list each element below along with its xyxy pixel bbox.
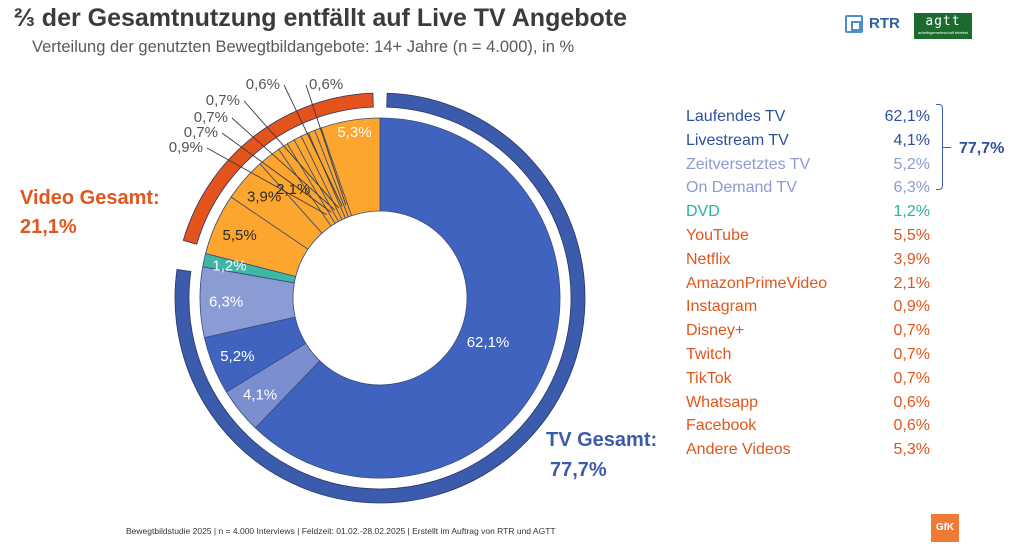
leader-line-disney xyxy=(221,132,332,213)
legend-item-amazonprimevideo: AmazonPrimeVideo 2,1% xyxy=(686,275,930,297)
video-total-value: 21,1% xyxy=(20,216,77,238)
legend-name: AmazonPrimeVideo xyxy=(686,274,828,292)
label-andere-videos: 5,3% xyxy=(337,124,371,141)
leader-line-whatsapp xyxy=(283,84,343,207)
agtt-logo-tagline: arbeitsgemeinschaft teletest xyxy=(918,30,968,35)
label-disney: 0,7% xyxy=(184,124,218,141)
slice-laufendes-tv xyxy=(254,117,561,479)
legend-value: 0,6% xyxy=(893,393,930,411)
legend-value: 0,9% xyxy=(893,298,930,316)
tv-bracket xyxy=(936,104,943,190)
label-twitch: 0,7% xyxy=(194,109,228,126)
tv-bracket-tick xyxy=(943,147,951,148)
rtr-logo-icon xyxy=(845,15,863,33)
leader-line-facebook xyxy=(305,84,347,206)
group-ring-tv-gesamt xyxy=(174,92,586,504)
slice-andere-videos xyxy=(320,117,381,217)
leader-line-tiktok xyxy=(243,100,339,209)
leader-line-instagram xyxy=(206,147,327,216)
legend-value: 0,7% xyxy=(893,369,930,387)
label-instagram: 0,9% xyxy=(169,139,203,156)
label-amazonprimevideo: 2,1% xyxy=(276,181,310,198)
legend-name: Laufendes TV xyxy=(686,108,786,125)
legend-value: 1,2% xyxy=(893,203,930,221)
chart-title: ⅔ der Gesamtnutzung entfällt auf Live TV… xyxy=(14,4,628,32)
legend-value: 2,1% xyxy=(893,274,930,292)
legend-name: Twitch xyxy=(686,346,732,363)
legend-name: Facebook xyxy=(686,417,757,435)
tv-bracket-total: 77,7% xyxy=(959,140,1005,157)
legend-name: Instagram xyxy=(686,298,758,316)
legend-item-andere-videos: Andere Videos 5,3% xyxy=(686,441,930,463)
legend-item-whatsapp: Whatsapp 0,6% xyxy=(686,394,930,416)
legend-item-twitch: Twitch 0,7% xyxy=(686,346,930,368)
data-labels: 62,1% 4,1% 5,2% 6,3% 1,2% 5,5% 3,9%2,1% 5,3% 0,9… xyxy=(169,76,509,404)
legend-value: 0,7% xyxy=(893,322,930,340)
legend-value: 5,5% xyxy=(893,227,930,244)
legend-item-tiktok: TikTok 0,7% xyxy=(686,370,930,392)
legend-value: 5,3% xyxy=(893,441,930,459)
legend-value: 3,9% xyxy=(893,250,930,268)
legend-name: TikTok xyxy=(686,369,732,387)
label-laufendes-tv: 62,1% xyxy=(467,334,510,351)
legend-value: 0,6% xyxy=(893,417,930,435)
legend-item-netflix: Netflix 3,9% xyxy=(686,251,930,273)
agtt-logo-text: agtt xyxy=(925,14,961,29)
legend-name: Zeitversetztes TV xyxy=(686,155,811,173)
label-facebook: 0,6% xyxy=(309,76,343,93)
footer-note: Bewegtbildstudie 2025 | n = 4.000 Interv… xyxy=(126,526,556,536)
legend-item-youtube: YouTube 5,5% xyxy=(686,227,930,249)
legend-value: 5,2% xyxy=(893,155,930,173)
tv-total-label: TV Gesamt: 77,7% xyxy=(546,425,657,485)
inner-ring xyxy=(199,117,561,479)
legend-item-livestream-tv: Livestream TV 4,1% xyxy=(686,132,930,154)
tv-total-name: TV Gesamt: xyxy=(546,429,658,451)
video-total-label: Video Gesamt: 21,1% xyxy=(20,184,160,242)
gfk-logo: GfK xyxy=(931,514,959,542)
legend-value: 4,1% xyxy=(893,131,930,149)
legend-value: 0,7% xyxy=(893,346,930,363)
legend-value: 6,3% xyxy=(893,179,930,197)
rtr-logo-text: RTR xyxy=(869,15,900,32)
legend-name: Livestream TV xyxy=(686,131,789,149)
outer-ring xyxy=(174,92,586,504)
legend-item-on-demand-tv: On Demand TV 6,3% xyxy=(686,179,930,201)
agtt-logo: agtt arbeitsgemeinschaft teletest xyxy=(914,13,972,39)
group-ring-video-gesamt xyxy=(182,92,374,245)
legend-name: Whatsapp xyxy=(686,393,759,411)
legend-item-instagram: Instagram 0,9% xyxy=(686,298,930,320)
label-netflix: 3,9% xyxy=(247,189,281,206)
rtr-logo: RTR xyxy=(845,12,907,38)
chart-subtitle: Verteilung der genutzten Bewegtbildangeb… xyxy=(32,38,575,56)
video-total-name: Video Gesamt: xyxy=(20,187,160,209)
label-youtube: 5,5% xyxy=(223,227,257,244)
legend-item-facebook: Facebook 0,6% xyxy=(686,417,930,439)
label-dvd: 1,2% xyxy=(212,258,246,275)
label-zeitversetztes-tv: 5,2% xyxy=(220,348,254,365)
label-whatsapp: 0,6% xyxy=(246,76,280,93)
legend-item-disney: Disney+ 0,7% xyxy=(686,322,930,344)
legend-item-dvd: DVD 1,2% xyxy=(686,203,930,225)
legend-name: Andere Videos xyxy=(686,441,791,459)
legend-name: On Demand TV xyxy=(686,179,797,197)
label-on-demand-tv: 6,3% xyxy=(209,294,243,311)
legend-item-zeitversetztes-tv: Zeitversetztes TV 5,2% xyxy=(686,156,930,178)
legend-name: Disney+ xyxy=(686,322,745,340)
legend-item-laufendes-tv: Laufendes TV 62,1% xyxy=(686,108,930,130)
leader-line-twitch xyxy=(231,117,336,211)
tv-total-value: 77,7% xyxy=(550,459,607,481)
label-tiktok: 0,7% xyxy=(206,92,240,109)
legend-name: YouTube xyxy=(686,227,749,244)
legend-value: 62,1% xyxy=(884,108,930,125)
legend-name: Netflix xyxy=(686,250,731,268)
label-livestream-tv: 4,1% xyxy=(243,387,277,404)
legend-name: DVD xyxy=(686,203,720,221)
